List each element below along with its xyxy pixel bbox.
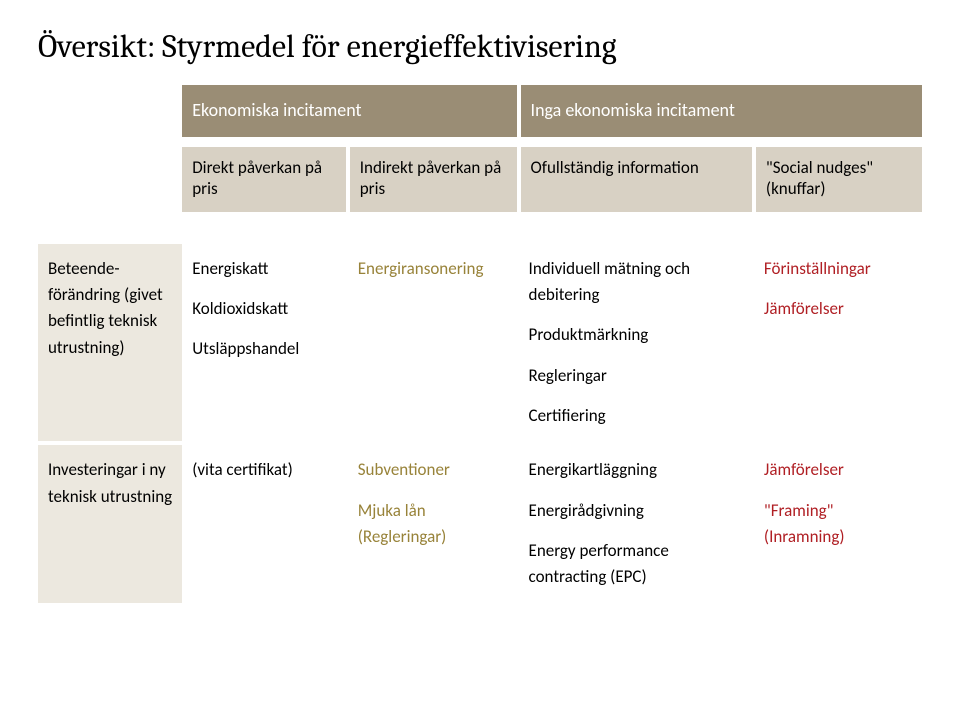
col-info: Ofullständig information xyxy=(519,147,754,212)
item: Jämförelser xyxy=(764,459,844,480)
cell-behavior-indirect: Energiransonering xyxy=(348,244,519,444)
item: (vita certifikat) xyxy=(192,459,293,480)
col-nudge: "Social nudges" (knuffar) xyxy=(754,147,922,212)
header-stub xyxy=(38,85,182,137)
cell-behavior-direct: Energiskatt Koldioxidskatt Utsläppshande… xyxy=(182,244,348,444)
item: Certifiering xyxy=(529,405,606,426)
item: Jämförelser xyxy=(764,298,844,319)
page-title: Översikt: Styrmedel för energieffektivis… xyxy=(38,28,922,65)
cell-behavior-info: Individuell mätning och debitering Produ… xyxy=(519,244,754,444)
styrmedel-table: Ekonomiska incitament Inga ekonomiska in… xyxy=(38,85,922,603)
item: Subventioner xyxy=(358,459,450,480)
col-indirect: Indirekt påverkan på pris xyxy=(348,147,519,212)
item: Individuell mätning och debitering xyxy=(529,258,691,305)
item: Utsläppshandel xyxy=(192,338,299,359)
header-column-row: Direkt påverkan på pris Indirekt påverka… xyxy=(38,147,922,212)
item: Energirådgivning xyxy=(529,500,644,521)
cell-invest-direct: (vita certifikat) xyxy=(182,443,348,602)
cell-invest-indirect: Subventioner Mjuka lån (Regleringar) xyxy=(348,443,519,602)
item: Förinställningar xyxy=(764,258,871,279)
cell-invest-nudge: Jämförelser "Framing" (Inramning) xyxy=(754,443,922,602)
header-group-row: Ekonomiska incitament Inga ekonomiska in… xyxy=(38,85,922,137)
cell-behavior-nudge: Förinställningar Jämförelser xyxy=(754,244,922,444)
item: Produktmärkning xyxy=(529,324,649,345)
item: Mjuka lån (Regleringar) xyxy=(358,500,447,547)
item: Energy performance contracting (EPC) xyxy=(529,540,669,587)
header-group-econ: Ekonomiska incitament xyxy=(182,85,518,137)
item: Koldioxidskatt xyxy=(192,298,288,319)
row-label-behavior: Beteende-förändring (givet befintlig tek… xyxy=(38,244,182,444)
table-row: Beteende-förändring (givet befintlig tek… xyxy=(38,244,922,444)
item: Energiskatt xyxy=(192,258,268,279)
cell-invest-info: Energikartläggning Energirådgivning Ener… xyxy=(519,443,754,602)
item: "Framing" (Inramning) xyxy=(764,500,845,547)
item: Regleringar xyxy=(529,365,607,386)
header-stub2 xyxy=(38,147,182,212)
row-label-invest: Investeringar i ny teknisk utrustning xyxy=(38,443,182,602)
item: Energiransonering xyxy=(358,258,484,279)
item: Energikartläggning xyxy=(529,459,657,480)
header-group-nonecon: Inga ekonomiska incitament xyxy=(519,85,922,137)
table-row: Investeringar i ny teknisk utrustning (v… xyxy=(38,443,922,602)
col-direct: Direkt påverkan på pris xyxy=(182,147,348,212)
